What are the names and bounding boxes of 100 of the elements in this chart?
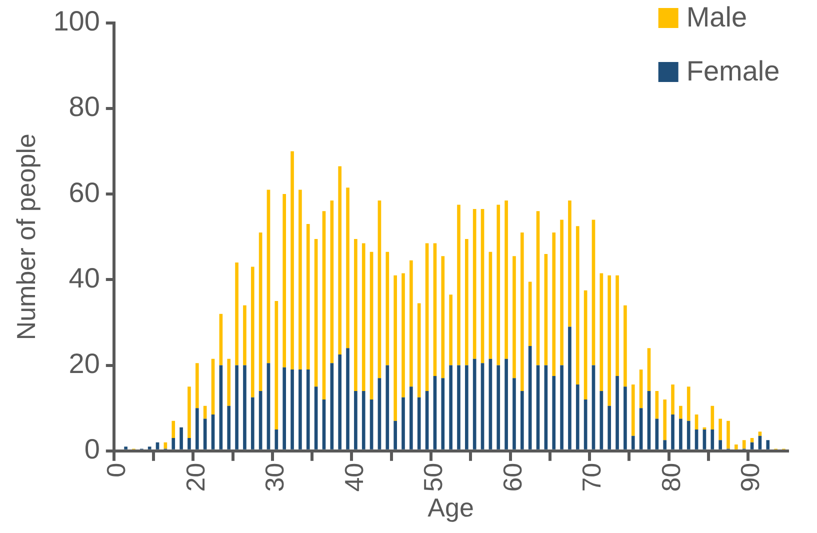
bar (322, 211, 326, 400)
x-tick-label: 70 (576, 462, 607, 492)
bar (322, 400, 326, 450)
bar (243, 305, 246, 366)
bar (536, 365, 540, 450)
bar (227, 406, 231, 450)
bar (243, 365, 246, 450)
bar (211, 358, 215, 414)
bar (686, 420, 690, 450)
y-tick-label: 60 (68, 176, 100, 208)
bar (203, 406, 207, 419)
bar (346, 348, 350, 450)
bar (544, 365, 548, 450)
bar (457, 365, 460, 450)
bar (266, 363, 270, 450)
bar (576, 384, 580, 450)
y-tick-label: 0 (84, 434, 100, 465)
bar (766, 440, 770, 450)
bar (235, 365, 238, 450)
bar (298, 370, 302, 450)
bar (306, 370, 310, 450)
bar (195, 408, 199, 450)
bar (624, 386, 627, 450)
bar (552, 376, 556, 450)
bar (726, 420, 730, 449)
bar (758, 436, 762, 450)
bar (702, 429, 706, 450)
bar (584, 290, 588, 400)
bar (235, 262, 238, 366)
bar (631, 384, 635, 436)
bar (647, 348, 651, 391)
bar (274, 429, 278, 450)
bar (488, 358, 492, 450)
bar (425, 243, 429, 391)
bar (718, 440, 722, 450)
bar (410, 386, 413, 450)
bar (663, 440, 666, 450)
bar (417, 397, 421, 450)
bar (616, 376, 619, 450)
bar (250, 266, 254, 398)
bar (710, 429, 714, 450)
bar (188, 386, 191, 438)
x-tick-label: 30 (260, 462, 290, 492)
bar (694, 414, 698, 430)
bar (512, 256, 516, 378)
bar (718, 418, 722, 440)
bar (338, 166, 342, 355)
y-tick-label: 100 (53, 6, 100, 37)
y-tick-label: 40 (68, 262, 100, 294)
bar (679, 406, 682, 419)
bar (211, 414, 215, 450)
bar (671, 414, 674, 450)
bar (227, 358, 231, 406)
x-axis-title: Age (428, 492, 474, 523)
x-tick-label: 90 (735, 462, 766, 492)
bar (378, 378, 382, 450)
bar (180, 427, 183, 450)
bar (203, 418, 207, 450)
bar (663, 400, 666, 440)
bar (346, 188, 350, 348)
bar (560, 365, 564, 450)
bar (378, 200, 382, 378)
bar (576, 226, 580, 385)
bar (433, 243, 437, 376)
bar (219, 314, 223, 366)
bar (472, 209, 476, 359)
bar (520, 232, 524, 391)
bar (694, 429, 698, 450)
y-tick-label: 80 (68, 91, 100, 122)
bar (266, 190, 270, 364)
bar (386, 252, 390, 366)
bar (386, 365, 390, 450)
x-tick-label: 40 (338, 462, 369, 492)
bar (219, 365, 223, 450)
x-tick-label: 60 (497, 462, 528, 492)
bar (449, 365, 452, 450)
bar (195, 363, 199, 408)
bar (679, 418, 682, 450)
bar (639, 408, 643, 450)
bar (148, 446, 152, 450)
bar (647, 390, 651, 450)
bar (536, 211, 540, 366)
bar (480, 363, 484, 450)
y-tick-label: 20 (68, 348, 100, 379)
y-axis-title: Number of people (10, 133, 41, 340)
bar (631, 436, 635, 450)
bar (512, 378, 516, 450)
bar (465, 365, 468, 450)
legend-label: Female (686, 56, 780, 87)
bar (425, 390, 429, 450)
bar (639, 370, 643, 408)
bar (608, 406, 612, 450)
bar (417, 303, 421, 398)
bar (600, 273, 604, 391)
bar (298, 190, 302, 370)
bar (274, 301, 278, 430)
bar (410, 260, 413, 387)
bar (584, 400, 588, 450)
bar (370, 400, 374, 450)
bar (282, 367, 286, 450)
